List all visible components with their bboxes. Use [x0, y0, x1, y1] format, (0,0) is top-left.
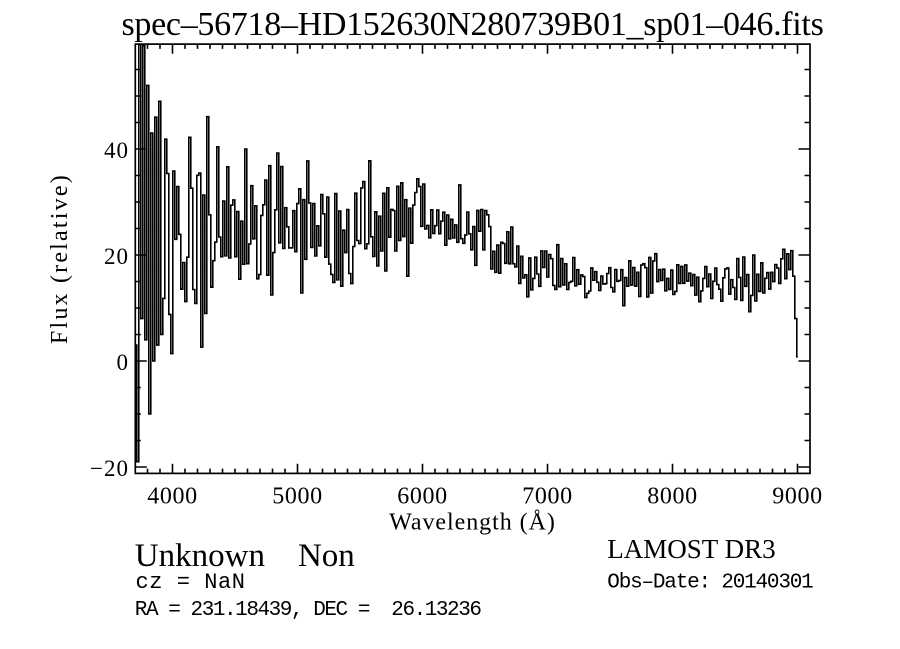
svg-text:Unknown Non: Unknown Non [135, 538, 355, 574]
svg-text:8000: 8000 [647, 484, 697, 510]
svg-text:cz = NaN: cz = NaN [136, 570, 246, 595]
svg-text:Wavelength (Å): Wavelength (Å) [389, 510, 556, 536]
svg-text:−20: −20 [90, 456, 129, 481]
svg-text:Flux (relative): Flux (relative) [47, 173, 73, 344]
svg-text:4000: 4000 [147, 484, 197, 510]
svg-text:LAMOST DR3: LAMOST DR3 [607, 534, 775, 564]
svg-text:9000: 9000 [772, 484, 822, 510]
svg-text:spec–56718–HD152630N280739B01_: spec–56718–HD152630N280739B01_sp01–046.f… [121, 6, 823, 43]
svg-text:20: 20 [104, 244, 129, 269]
svg-text:6000: 6000 [397, 484, 447, 510]
svg-text:40: 40 [104, 138, 129, 163]
svg-text:7000: 7000 [522, 484, 572, 510]
svg-text:Obs–Date: 20140301: Obs–Date: 20140301 [607, 571, 813, 594]
svg-text:0: 0 [117, 350, 130, 375]
svg-text:5000: 5000 [272, 484, 322, 510]
svg-text:RA = 231.18439, DEC = 26.1323: RA = 231.18439, DEC = 26.13236 [135, 599, 482, 622]
